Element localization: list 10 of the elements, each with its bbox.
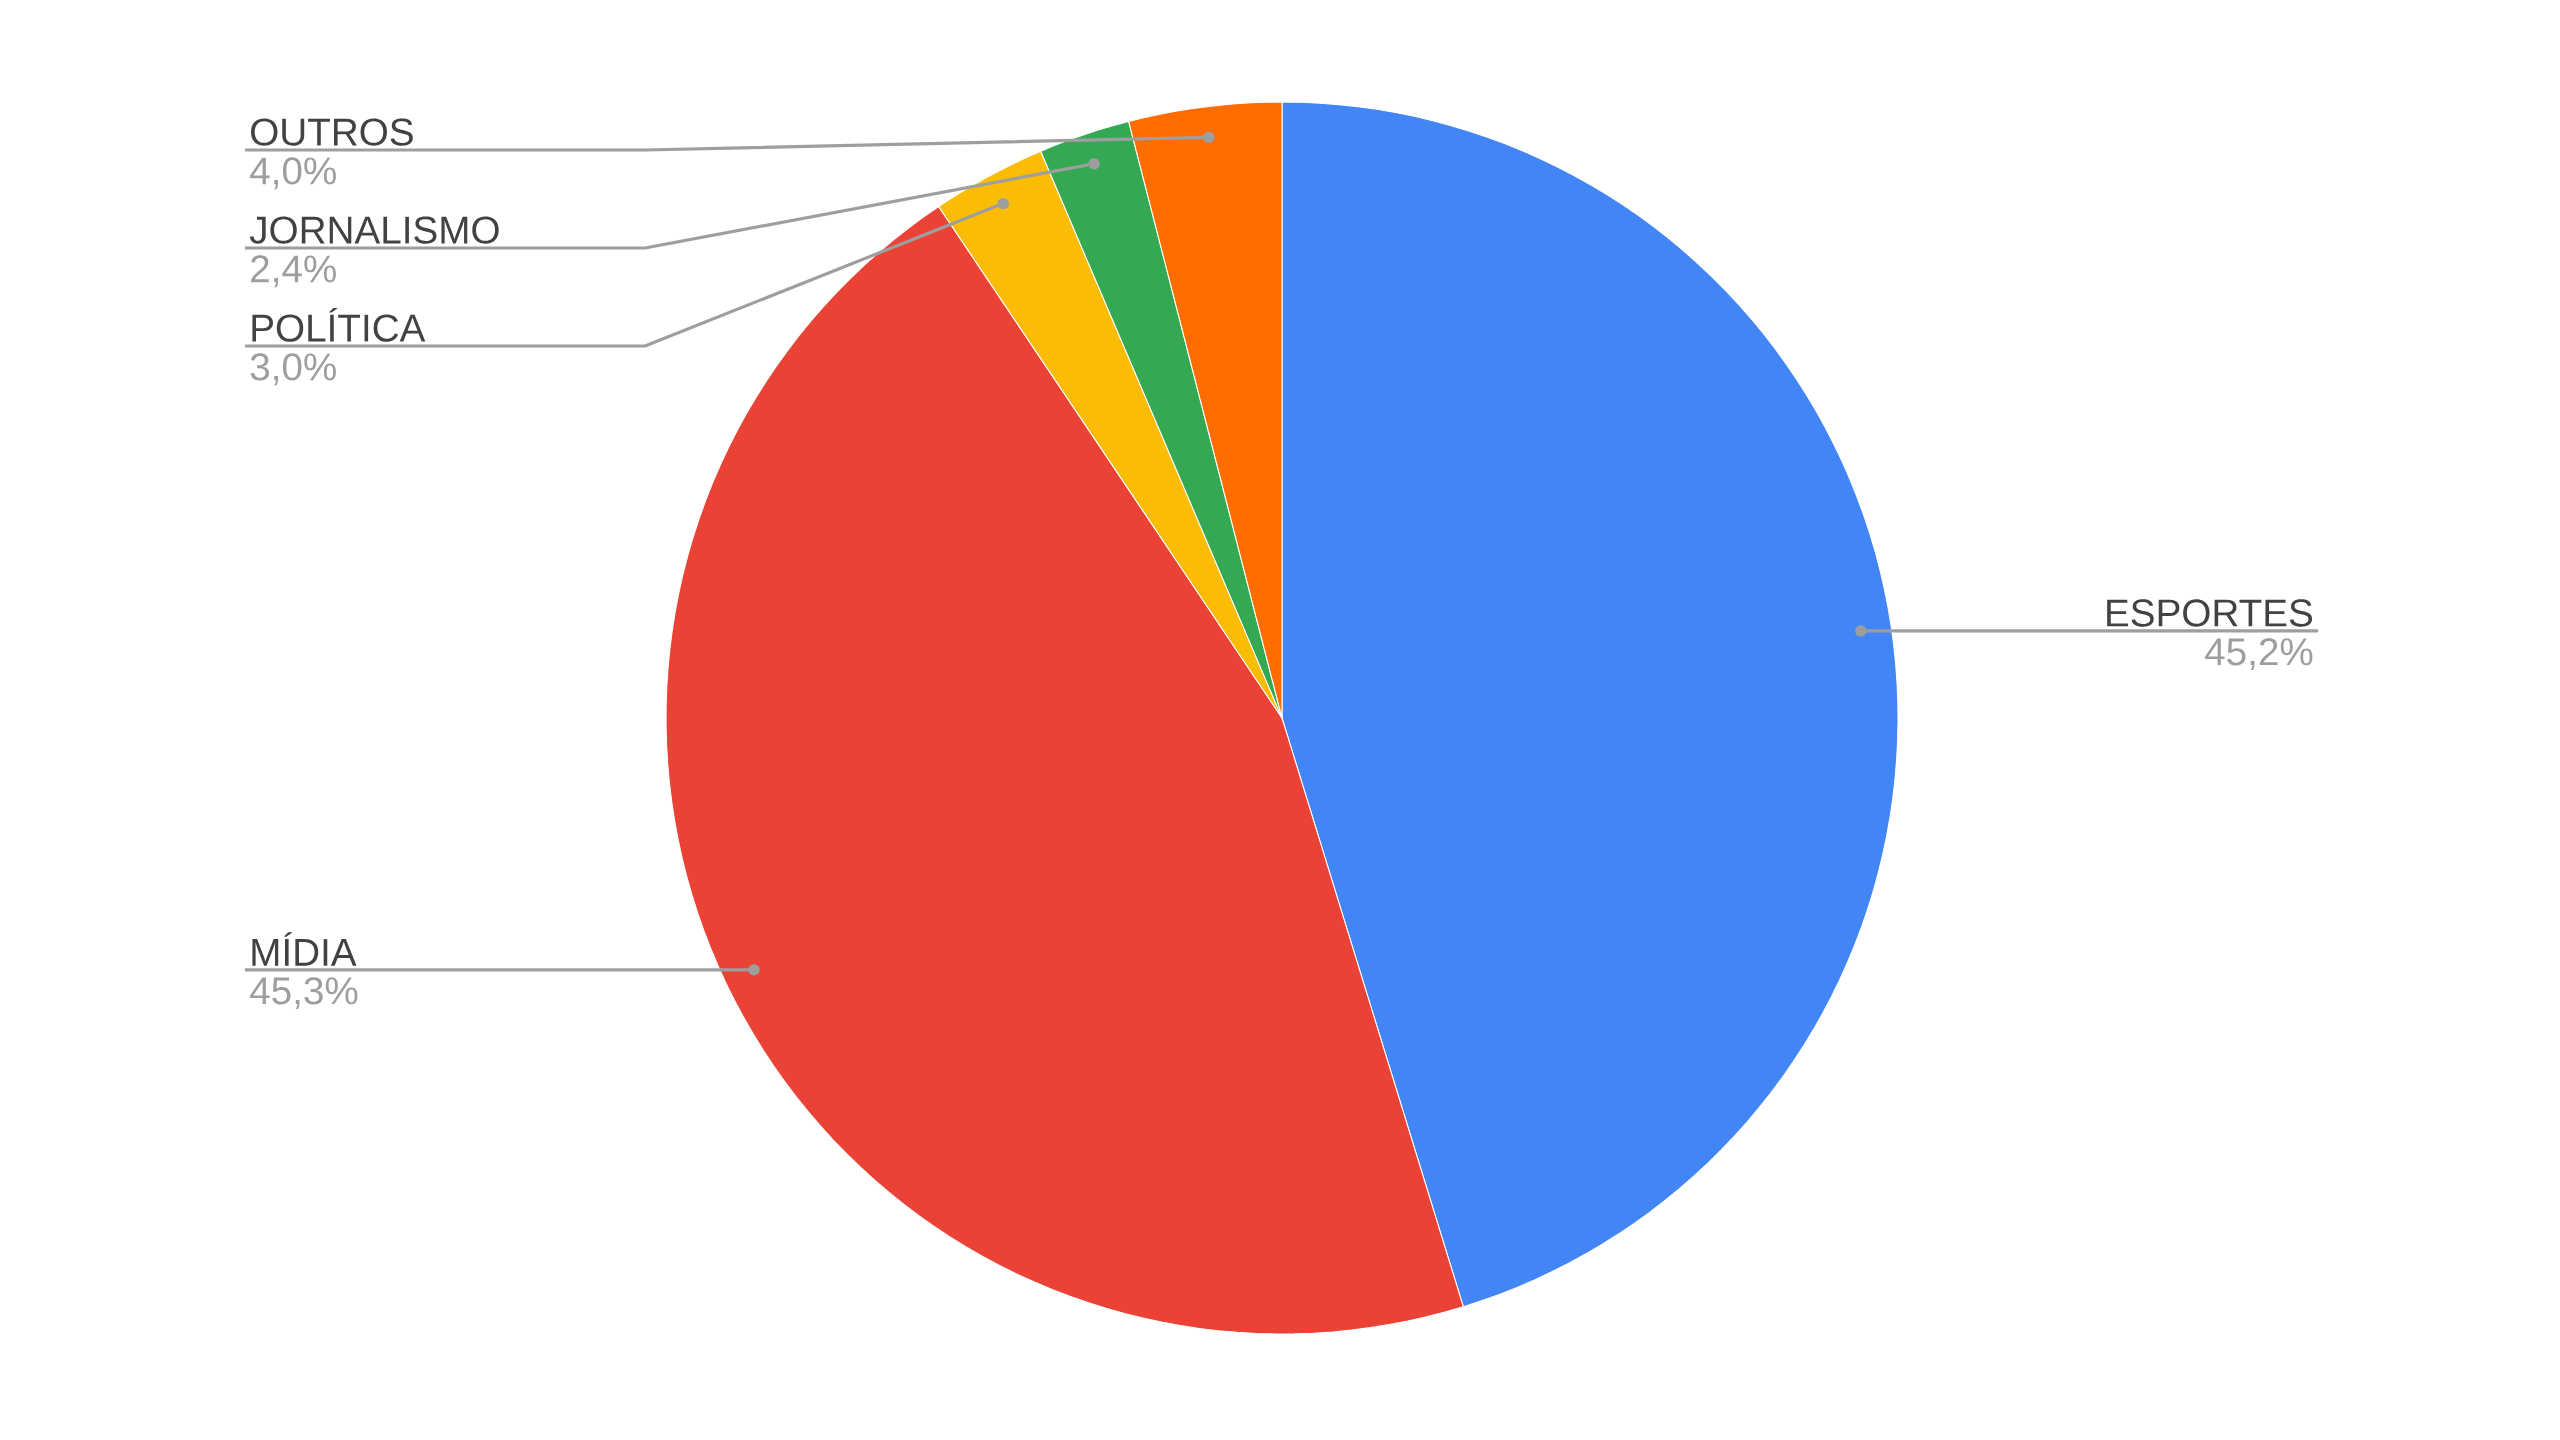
data-label: 45,2%	[2205, 638, 2313, 671]
data-label: 3,0%	[250, 353, 336, 386]
slice-label: ESPORTES	[2107, 599, 2313, 627]
data-label: 2,4%	[251, 255, 336, 288]
slice-label: MÍDIA	[252, 932, 357, 966]
slice-label: OUTROS	[251, 118, 413, 146]
slice-label: POLÍTICA	[252, 307, 426, 342]
data-label: 45,3%	[250, 977, 358, 1010]
data-label: 4,0%	[250, 157, 336, 190]
slice-label: JORNALISMO	[249, 216, 499, 244]
